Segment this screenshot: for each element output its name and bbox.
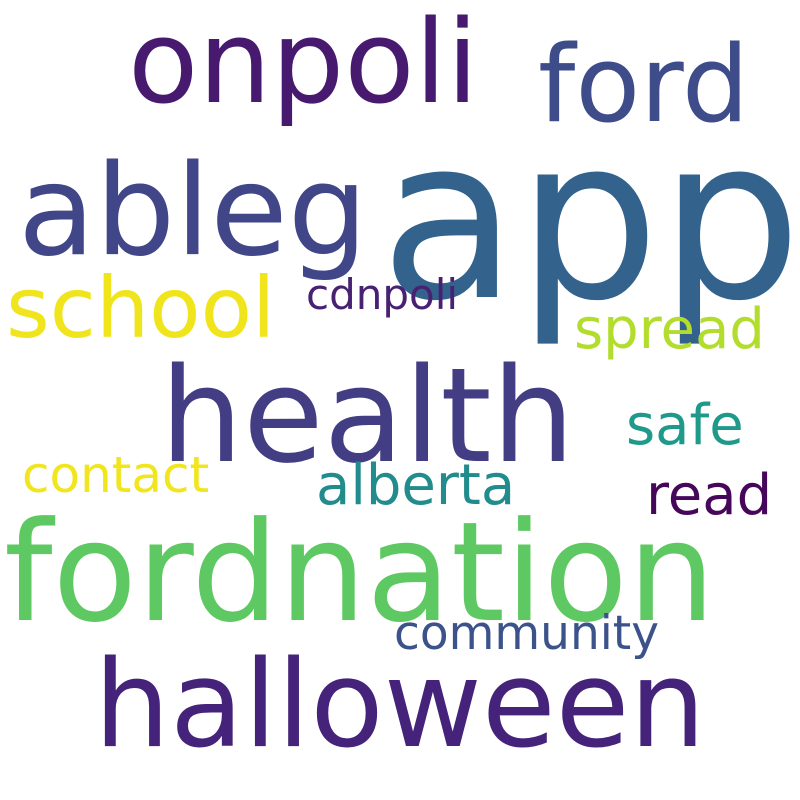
word-health: health: [160, 339, 575, 492]
word-safe: safe: [626, 393, 744, 458]
word-alberta: alberta: [316, 453, 516, 518]
word-spread: spread: [574, 297, 765, 362]
word-halloween: halloween: [94, 636, 706, 775]
word-community: community: [394, 606, 660, 661]
word-read: read: [646, 463, 773, 528]
word-onpoli: onpoli: [128, 0, 479, 130]
word-fordnation: fordnation: [4, 492, 716, 653]
word-school: school: [6, 259, 276, 357]
word-contact: contact: [22, 446, 210, 504]
word-app: app: [380, 89, 800, 350]
word-ableg: ableg: [18, 137, 368, 284]
word-ford: ford: [538, 23, 750, 146]
word-cdnpoli: cdnpoli: [306, 270, 459, 319]
